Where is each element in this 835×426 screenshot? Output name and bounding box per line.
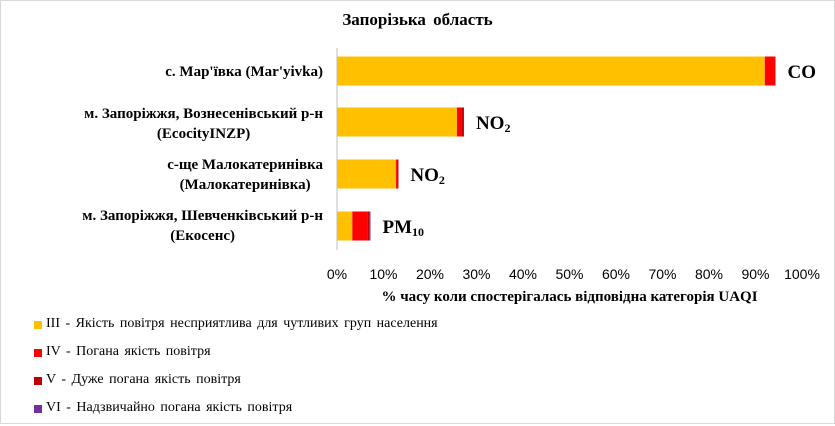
pollutant-label-main: NO	[476, 113, 505, 134]
legend-label: IV - Погана якість повітря	[46, 344, 211, 359]
category-label-line: (Екосенс)	[170, 228, 236, 244]
pollutant-label: PM10	[382, 217, 424, 239]
x-tick-label: 0%	[327, 266, 347, 282]
pollutant-label: NO2	[476, 113, 511, 135]
pollutant-label-main: CO	[787, 62, 816, 83]
category-label-line: с. Мар'ївка (Mar'yivka)	[165, 64, 323, 80]
pollutant-label-main: NO	[410, 165, 439, 186]
category-label-line: с-ще Малокатеринівка	[167, 157, 323, 173]
bar-segment	[352, 211, 368, 241]
category-label: м. Запоріжжя, Вознесенівський р-н (Ecoci…	[84, 104, 323, 144]
category-label-line: м. Запоріжжя, Вознесенівський р-н	[84, 106, 323, 122]
x-tick-label: 30%	[462, 266, 490, 282]
x-tick-label: 60%	[602, 266, 630, 282]
bar-segment	[337, 211, 353, 241]
x-tick-label: 90%	[741, 266, 769, 282]
pollutant-label-main: PM	[382, 217, 412, 238]
bar-segment	[397, 159, 399, 189]
x-tick-label: 80%	[695, 266, 723, 282]
x-axis-label: % часу коли спостерігалась відповідна ка…	[381, 289, 758, 305]
bar-segment	[369, 211, 371, 241]
pollutant-label-sub: 2	[504, 121, 510, 135]
bar-segment	[764, 56, 776, 86]
legend-swatch	[34, 405, 42, 413]
pollutant-label: NO2	[410, 165, 445, 187]
bar-segment	[367, 211, 370, 241]
bar-segment	[337, 56, 765, 86]
legend-swatch	[34, 377, 42, 385]
x-tick-label: 100%	[784, 266, 820, 282]
x-tick-label: 70%	[648, 266, 676, 282]
bar-segment	[456, 107, 462, 137]
legend-swatch	[34, 321, 42, 329]
x-tick-label: 20%	[416, 266, 444, 282]
bar-segment	[461, 107, 464, 137]
x-tick-label: 10%	[369, 266, 397, 282]
x-tick-label: 40%	[509, 266, 537, 282]
legend-swatch	[34, 349, 42, 357]
chart-title: Запорізька область	[342, 10, 493, 29]
pollutant-label: CO	[787, 62, 816, 83]
category-label-line: м. Запоріжжя, Шевченківський р-н	[82, 208, 323, 224]
category-label-line: (Малокатеринівка)	[179, 177, 311, 193]
category-label: м. Запоріжжя, Шевченківський р-н (Екосен…	[82, 206, 323, 246]
legend-label: VI - Надзвичайно погана якість повітря	[46, 400, 293, 415]
legend-label: V - Дуже погана якість повітря	[46, 372, 241, 387]
bar-segment	[396, 159, 398, 189]
pollutant-label-sub: 2	[439, 173, 445, 187]
bar-segment	[337, 159, 397, 189]
pollutant-label-sub: 10	[412, 225, 424, 239]
category-label-line: (EcocityINZP)	[156, 126, 251, 142]
category-label: с. Мар'ївка (Mar'yivka)	[165, 62, 323, 82]
bar-segment	[337, 107, 457, 137]
x-tick-label: 50%	[555, 266, 583, 282]
legend-label: ІІІ - Якість повітря несприятлива для чу…	[46, 316, 438, 331]
category-label: с-ще Малокатеринівка (Малокатеринівка)	[167, 155, 323, 195]
